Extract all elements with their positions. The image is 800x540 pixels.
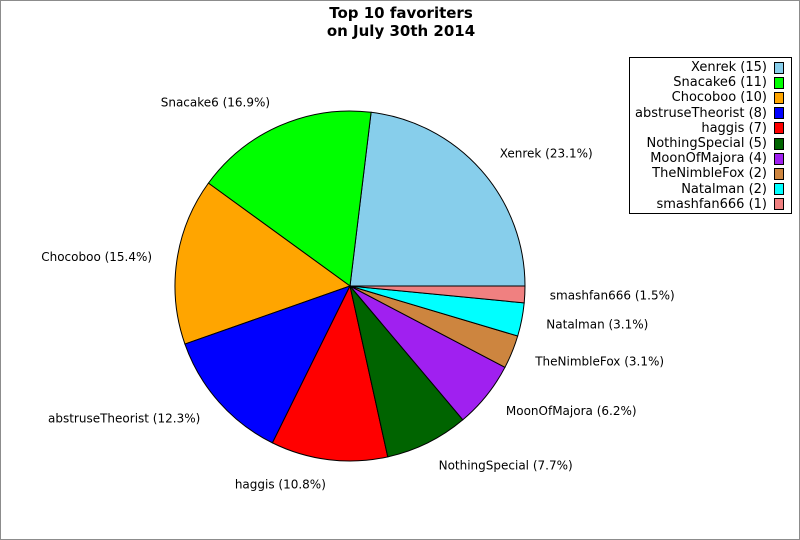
chart-legend: Xenrek (15) Snacake6 (11) Chocoboo (10) abs… [629,57,792,214]
legend-swatch [774,167,784,180]
chart-title: Top 10 favoriters on July 30th 2014 [1,4,800,40]
pie-slice-Snacake6 [207,110,372,287]
legend-swatch [774,137,784,150]
pie-slice-haggis [271,284,389,462]
pie-slice-abstruseTheorist [184,285,351,444]
slice-label-abstruseTheorist: abstruseTheorist (12.3%) [48,412,200,426]
legend-swatch [774,152,784,165]
slice-label-Xenrek: Xenrek (23.1%) [500,146,593,160]
legend-swatch [774,61,784,74]
legend-item-Natalman: Natalman (2) [630,182,784,197]
legend-swatch [774,91,784,104]
legend-swatch [774,122,784,135]
pie-slice-smashfan666 [349,285,526,304]
legend-swatch [774,198,784,211]
slice-label-MoonOfMajora: MoonOfMajora (6.2%) [506,404,637,418]
legend-item-Chocoboo: Chocoboo (10) [630,90,784,105]
slice-label-NothingSpecial: NothingSpecial (7.7%) [439,458,573,472]
slice-label-Natalman: Natalman (3.1%) [546,317,648,331]
legend-item-NothingSpecial: NothingSpecial (5) [630,136,784,151]
legend-swatch [774,76,784,89]
legend-label: haggis (7) [701,120,767,136]
slice-label-TheNimbleFox: TheNimbleFox (3.1%) [534,354,664,368]
legend-item-Xenrek: Xenrek (15) [630,60,784,75]
legend-label: MoonOfMajora (4) [650,151,767,167]
legend-label: smashfan666 (1) [656,196,767,212]
slice-label-Chocoboo: Chocoboo (15.4%) [41,250,152,264]
legend-item-smashfan666: smashfan666 (1) [630,197,784,212]
pie-slice-Chocoboo [174,182,352,345]
slice-label-smashfan666: smashfan666 (1.5%) [550,289,675,303]
legend-swatch [774,107,784,120]
legend-item-haggis: haggis (7) [630,121,784,136]
legend-item-Snacake6: Snacake6 (11) [630,75,784,90]
pie-slice-Xenrek [349,111,526,287]
legend-swatch [774,183,784,196]
legend-item-abstruseTheorist: abstruseTheorist (8) [630,106,784,121]
legend-item-TheNimbleFox: TheNimbleFox (2) [630,166,784,181]
legend-label: Chocoboo (10) [671,90,767,106]
slice-label-Snacake6: Snacake6 (16.9%) [161,96,270,110]
chart-title-line-1: Top 10 favoriters [329,4,473,22]
legend-item-MoonOfMajora: MoonOfMajora (4) [630,151,784,166]
legend-label: Snacake6 (11) [673,75,767,91]
legend-label: Natalman (2) [681,181,767,197]
legend-label: NothingSpecial (5) [646,136,767,152]
legend-label: abstruseTheorist (8) [635,105,767,121]
slice-label-haggis: haggis (10.8%) [235,478,326,492]
legend-label: TheNimbleFox (2) [652,166,767,182]
chart-title-line-2: on July 30th 2014 [326,22,476,40]
legend-label: Xenrek (15) [691,60,767,76]
